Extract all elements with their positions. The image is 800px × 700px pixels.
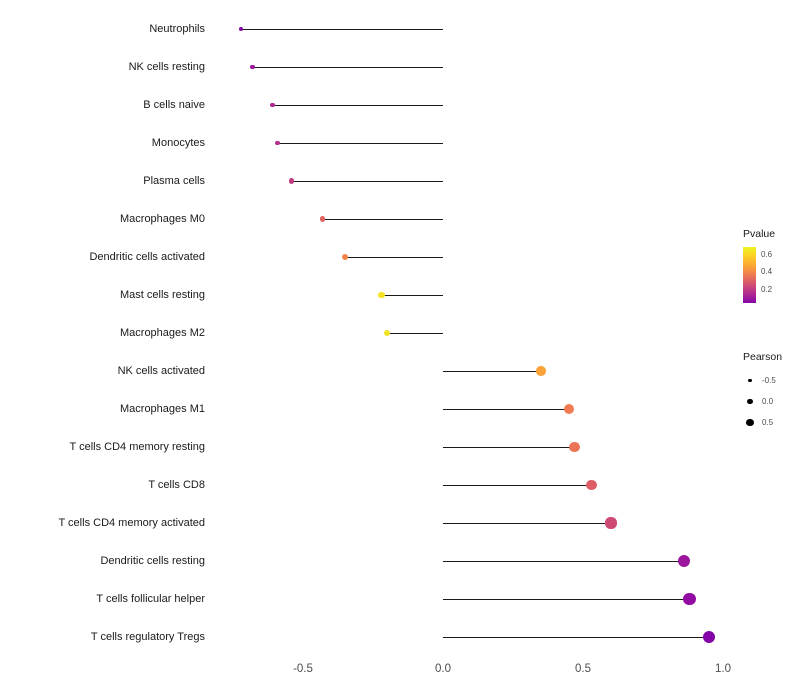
pvalue-gradient-bar <box>743 247 756 303</box>
pvalue-tick-label: 0.2 <box>761 285 773 295</box>
chart-row: B cells naive <box>0 86 800 124</box>
lollipop-stem <box>443 522 611 524</box>
category-label: T cells CD4 memory activated <box>58 517 205 529</box>
category-label: T cells CD4 memory resting <box>69 441 206 453</box>
lollipop-dot <box>586 479 597 491</box>
category-label: T cells CD8 <box>148 479 205 491</box>
pearson-size-entry: -0.5 <box>743 370 799 391</box>
lollipop-dot <box>563 403 575 415</box>
pearson-size-dot-cell <box>743 378 757 383</box>
pvalue-tick-label: 0.6 <box>761 249 773 259</box>
category-label: Macrophages M0 <box>120 213 205 225</box>
lollipop-dot <box>702 630 716 644</box>
pearson-size-dot <box>748 378 752 383</box>
lollipop-dot <box>536 366 546 376</box>
lollipop-dot <box>341 253 349 261</box>
chart-row: Dendritic cells activated <box>0 238 800 276</box>
chart-row: Monocytes <box>0 124 800 162</box>
lollipop-stem <box>252 66 443 68</box>
lollipop-stem <box>277 142 443 144</box>
chart-row: Macrophages M0 <box>0 200 800 238</box>
category-label: T cells regulatory Tregs <box>90 631 205 643</box>
lollipop-dot <box>239 26 244 32</box>
lollipop-stem <box>443 598 690 600</box>
lollipop-stem <box>345 256 443 258</box>
pvalue-gradient-wrap: 0.6 0.4 0.2 <box>743 247 799 303</box>
chart-row: T cells regulatory Tregs <box>0 618 800 656</box>
chart-row: NK cells activated <box>0 352 800 390</box>
pvalue-legend-title: Pvalue <box>743 228 776 240</box>
chart-row: NK cells resting <box>0 48 800 86</box>
chart-row: Macrophages M1 <box>0 390 800 428</box>
chart-row: Dendritic cells resting <box>0 542 800 580</box>
pearson-size-dot-cell <box>743 418 757 427</box>
x-axis: -0.5 0.0 0.5 1.0 <box>0 663 800 679</box>
lollipop-dot <box>683 592 696 606</box>
category-label: Mast cells resting <box>120 289 205 301</box>
lollipop-dot <box>605 517 617 529</box>
pearson-legend: Pearson -0.5 0.0 0.5 <box>743 351 799 433</box>
category-label: Macrophages M1 <box>120 403 205 415</box>
lollipop-stem <box>381 294 443 296</box>
plot-area: Neutrophils NK cells resting B cells naive… <box>0 10 800 656</box>
chart-row: Macrophages M2 <box>0 314 800 352</box>
category-label: Dendritic cells activated <box>89 251 205 263</box>
category-label: T cells follicular helper <box>96 593 205 605</box>
lollipop-stem <box>443 560 684 562</box>
chart-row: T cells CD8 <box>0 466 800 504</box>
pearson-size-dot <box>746 418 754 427</box>
category-label: Plasma cells <box>143 175 205 187</box>
category-label: Neutrophils <box>149 23 205 35</box>
lollipop-stem <box>387 332 443 334</box>
lollipop-stem <box>443 484 592 486</box>
lollipop-dot <box>289 178 295 184</box>
lollipop-stem <box>241 28 443 30</box>
category-label: Macrophages M2 <box>120 327 205 339</box>
x-tick-label: -0.5 <box>293 663 313 675</box>
pearson-size-dot <box>747 398 753 405</box>
lollipop-dot <box>378 291 385 299</box>
lollipop-dot <box>383 329 391 337</box>
pearson-size-entries: -0.5 0.0 0.5 <box>743 370 799 433</box>
pearson-size-label: 0.0 <box>762 397 774 406</box>
chart-row: T cells follicular helper <box>0 580 800 618</box>
lollipop-stem <box>443 446 575 448</box>
lollipop-stem <box>443 370 541 372</box>
pearson-size-dot-cell <box>743 398 757 405</box>
pearson-size-label: -0.5 <box>762 376 776 385</box>
lollipop-dot <box>269 102 275 108</box>
pearson-size-entry: 0.0 <box>743 391 799 412</box>
lollipop-stem <box>443 408 569 410</box>
lollipop-dot <box>319 216 326 222</box>
x-tick-label: 1.0 <box>715 663 731 675</box>
lollipop-dot <box>275 140 281 146</box>
chart-row: Neutrophils <box>0 10 800 48</box>
pvalue-tick-label: 0.4 <box>761 267 773 277</box>
lollipop-dot <box>250 64 255 70</box>
lollipop-stem <box>443 636 709 638</box>
category-label: NK cells resting <box>128 61 205 73</box>
pvalue-legend: Pvalue 0.6 0.4 0.2 <box>743 228 799 303</box>
category-label: Monocytes <box>151 137 205 149</box>
chart-row: T cells CD4 memory activated <box>0 504 800 542</box>
pearson-legend-title: Pearson <box>743 351 783 363</box>
x-tick-label: 0.5 <box>575 663 591 675</box>
pearson-size-entry: 0.5 <box>743 412 799 433</box>
chart-row: Plasma cells <box>0 162 800 200</box>
legend-panel: Pvalue 0.6 0.4 0.2 Pearson -0.5 0.0 0.5 <box>743 228 799 433</box>
lollipop-dot <box>569 441 580 453</box>
x-tick-label: 0.0 <box>435 663 451 675</box>
category-label: Dendritic cells resting <box>100 555 205 567</box>
pearson-size-label: 0.5 <box>762 418 774 427</box>
chart-row: T cells CD4 memory resting <box>0 428 800 466</box>
category-label: NK cells activated <box>117 365 205 377</box>
chart-row: Mast cells resting <box>0 276 800 314</box>
lollipop-stem <box>322 218 443 220</box>
lollipop-dot <box>677 554 690 568</box>
lollipop-stem <box>272 104 443 106</box>
lollipop-stem <box>291 180 443 182</box>
category-label: B cells naive <box>143 99 205 111</box>
